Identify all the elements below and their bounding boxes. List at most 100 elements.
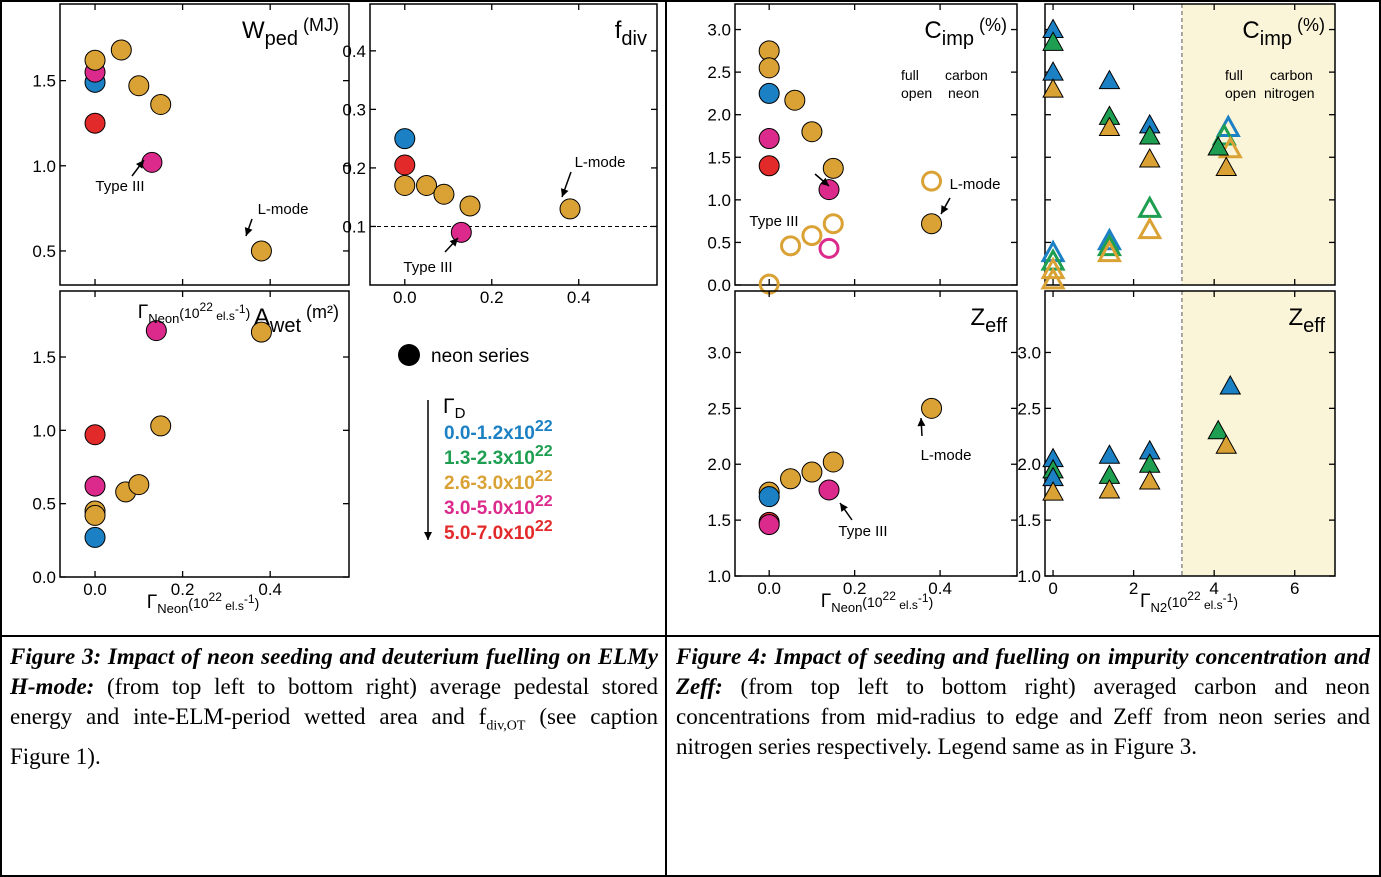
panel-title-sub: eff <box>1303 315 1325 337</box>
x-axis-label-awet: ΓNeon(1022 el.s-1) <box>147 590 260 616</box>
legend-arrow-head <box>424 532 432 540</box>
data-point <box>145 320 167 342</box>
y-tick-label: 2.5 <box>1017 399 1041 418</box>
annotation-arrow <box>839 502 853 521</box>
data-point-open <box>1096 239 1122 263</box>
chart-awet: 0.0 0.5 1.0 1.5 0.0 0.2 0.4 Awet (m²) <box>32 290 350 599</box>
x-tick-label: 0.4 <box>567 288 591 307</box>
data-point <box>1207 136 1230 156</box>
data-point-open <box>1211 122 1237 146</box>
annotation-arrow-head <box>941 205 949 214</box>
legend-gamma-symbol: Γ <box>443 395 455 418</box>
figure-3-caption: Figure 3: Impact of neon seeding and deu… <box>10 642 658 772</box>
data-point <box>818 479 840 501</box>
data-point <box>801 461 823 483</box>
x-axis-label-fdiv: ΓNeon(1022 el.s-1) <box>138 300 251 326</box>
chart-fdiv: 0.1 0.2 0.3 0.4 0.0 0.2 0.4 fdiv <box>342 3 658 307</box>
annotation-arrow <box>244 218 253 237</box>
x-axis-label-zeff-neon-gamma: Γ <box>821 591 831 612</box>
x-tick-label: 0.0 <box>83 580 107 599</box>
x-axis-label-awet-sub: Neon <box>157 601 188 616</box>
x-axis-label-zeff-neon-close: ) <box>929 594 934 610</box>
data-point-open <box>1137 216 1163 240</box>
x-tick-label: 0.2 <box>480 288 504 307</box>
annotation-l-mode: L-mode <box>575 154 626 171</box>
x-axis-label-zeff-neon: ΓNeon(1022 el.s-1) <box>821 589 934 615</box>
label-neon: neon <box>948 85 979 101</box>
data-point-open <box>822 213 844 235</box>
nitrogen-region-shade <box>1181 291 1335 576</box>
x-tick-label: 0.2 <box>843 579 867 598</box>
annotation-arrow-head <box>917 418 926 427</box>
legend-series-marker <box>398 344 420 366</box>
legend-range-text: 5.0-7.0x10 <box>444 523 535 544</box>
annotation-arrow <box>940 197 951 215</box>
panel-title: Zeff <box>970 304 1007 337</box>
x-tick-label: 0.4 <box>928 579 952 598</box>
x-tick-label: 0.4 <box>258 580 282 599</box>
x-axis-label-fdiv-exp2: -1 <box>235 302 246 316</box>
data-point <box>84 49 106 71</box>
data-point <box>459 195 481 217</box>
data-point <box>110 39 132 61</box>
figure-4-caption-body: (from top left to bottom right) averaged… <box>676 674 1370 759</box>
data-point <box>1042 78 1064 98</box>
plot-frame <box>734 3 1018 286</box>
legend-series-label: neon series <box>431 346 529 367</box>
panel-title-main: W <box>242 17 265 44</box>
y-tick-label: 1.0 <box>707 191 731 210</box>
x-axis-label-awet-unit-post: el.s <box>222 599 244 613</box>
panel-title-main: C <box>1242 17 1259 44</box>
x-axis-label-awet-close: ) <box>255 595 260 611</box>
legend-range-text: 1.3-2.3x10 <box>444 448 535 469</box>
data-point <box>1098 116 1121 136</box>
data-point <box>822 451 844 473</box>
x-axis-label-zeff-n2-exp2: -1 <box>1223 591 1234 605</box>
chart-cimp_neon: 0.0 0.5 1.0 1.5 2.0 2.5 3.0 Cimp (%) <box>707 3 1018 295</box>
panel-title-sub: imp <box>1260 28 1292 50</box>
plot-frame <box>1044 290 1336 577</box>
x-axis-label-zeff-n2-sub: N2 <box>1150 600 1167 615</box>
x-tick-label: 2 <box>1129 579 1138 598</box>
legend-range-exp: 22 <box>535 518 553 535</box>
data-point <box>84 526 106 548</box>
annotation-arrow-head <box>840 503 848 512</box>
y-tick-label: 1.0 <box>707 567 731 586</box>
panel-title: Wped (MJ) <box>242 15 339 50</box>
y-tick-label: 1.5 <box>707 148 731 167</box>
plot-frame <box>1044 3 1336 286</box>
y-tick-label: 0.2 <box>342 159 366 178</box>
y-tick-label: 2.0 <box>1017 455 1041 474</box>
legend-range-0: 0.0-1.2x1022 <box>444 418 553 444</box>
data-point <box>784 89 806 111</box>
data-point <box>394 174 416 196</box>
data-point-open <box>1040 266 1066 290</box>
data-point <box>250 321 272 343</box>
legend-gamma: ΓD <box>443 395 466 422</box>
data-point <box>128 474 150 496</box>
annotation-arrow <box>560 171 572 198</box>
plot-frame <box>59 290 350 578</box>
legend-range-4: 5.0-7.0x1022 <box>444 518 553 544</box>
figure-3-caption-tail: (see caption Figure 1). <box>10 704 658 769</box>
data-point <box>1098 444 1121 464</box>
chart-zeff_neon: 1.0 1.5 2.0 2.5 3.0 0.0 0.2 0.4 Zeff <box>707 290 1018 598</box>
legend-range-exp: 22 <box>535 493 553 510</box>
label-full: full <box>901 67 919 83</box>
panel-title-unit: (%) <box>974 15 1007 35</box>
data-point <box>921 397 943 419</box>
y-tick-label: 3.0 <box>707 21 731 40</box>
figure-3-caption-sub: div,OT <box>486 718 526 734</box>
data-point <box>150 415 172 437</box>
y-tick-label: 1.5 <box>32 348 56 367</box>
legend-range-text: 3.0-5.0x10 <box>444 498 535 519</box>
data-point <box>84 112 106 134</box>
annotation-arrow <box>917 417 926 437</box>
y-tick-label: 0.3 <box>342 100 366 119</box>
y-tick-label: 2.0 <box>707 106 731 125</box>
x-tick-label: 0.0 <box>393 288 417 307</box>
data-point <box>758 82 780 104</box>
annotation-type-iii: Type III <box>749 213 798 230</box>
data-point <box>1215 156 1238 176</box>
